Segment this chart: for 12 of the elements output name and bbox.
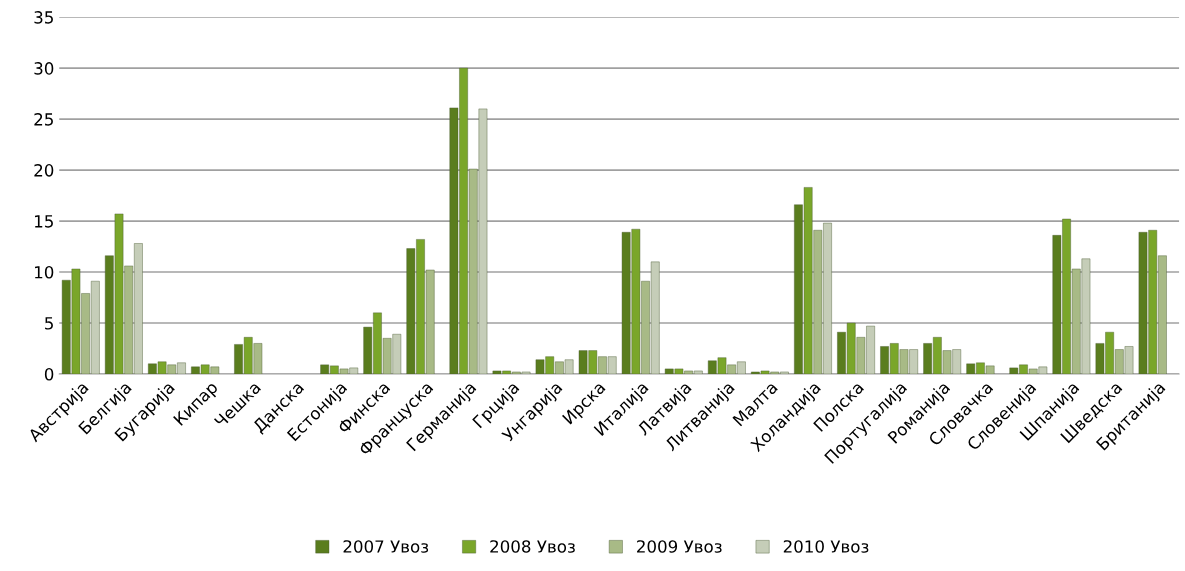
y-tick-label: 10 <box>35 266 54 279</box>
legend-label: 2007 Увоз <box>343 540 429 553</box>
y-tick-label: 35 <box>34 11 53 24</box>
y-tick-label: 25 <box>34 113 53 126</box>
y-tick-label: 0 <box>44 367 54 381</box>
legend-label: 2008 Увоз <box>490 540 575 553</box>
y-tick-label: 5 <box>45 317 53 330</box>
legend-label: 2010 Увоз <box>783 540 869 553</box>
y-tick-label: 30 <box>34 62 54 75</box>
y-tick-label: 20 <box>34 164 54 177</box>
y-tick-label: 15 <box>35 215 53 228</box>
legend-label: 2009 Увоз <box>637 540 722 553</box>
